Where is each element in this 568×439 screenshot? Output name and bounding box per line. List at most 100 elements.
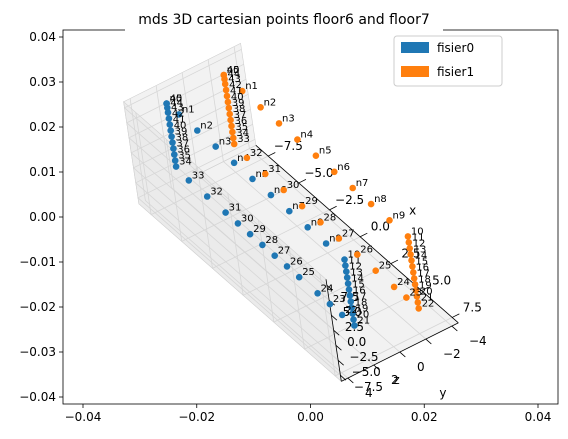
data-point [262, 170, 269, 178]
point-label: n8 [311, 217, 324, 228]
point-label: 19 [356, 304, 369, 315]
x-tick-label: −2.5 [335, 193, 364, 207]
grid-line-x [258, 220, 391, 323]
grid-lines [123, 46, 453, 379]
point-label: 24 [321, 283, 334, 294]
data-point [341, 256, 348, 263]
data-point [230, 140, 238, 148]
data-point [286, 207, 293, 215]
data-point [167, 127, 174, 134]
data-point [259, 241, 266, 249]
outer-ytick-label: 0.04 [29, 30, 56, 44]
legend-swatch [401, 66, 429, 77]
point-label: 33 [237, 134, 250, 145]
point-label: 39 [232, 98, 245, 109]
point-label: 31 [268, 164, 281, 175]
z-tick-label: 0.0 [347, 335, 366, 349]
z-tick-mark [337, 360, 344, 366]
point-label: 27 [342, 229, 355, 240]
point-label: 35 [235, 122, 248, 133]
y-axis-label: y [439, 386, 446, 400]
x-tick-label: −7.5 [274, 139, 303, 153]
x-tick-mark [390, 259, 399, 265]
z-tick-mark [335, 345, 342, 351]
title-background [125, 0, 443, 36]
point-label: 40 [231, 92, 244, 103]
point-label: 12 [349, 262, 362, 273]
point-label: 17 [417, 268, 430, 279]
point-label: 15 [415, 256, 428, 267]
data-point [225, 104, 233, 112]
point-label: 28 [265, 235, 278, 246]
point-label: 15 [352, 280, 365, 291]
point-label: 32 [210, 187, 223, 198]
point-label: n9 [393, 210, 406, 221]
point-label: n1 [182, 104, 195, 115]
legend-swatch [401, 42, 429, 53]
point-label: 43 [171, 103, 184, 114]
data-point [171, 157, 179, 164]
point-label: 17 [354, 292, 367, 303]
data-point [298, 202, 306, 210]
point-label: 21 [421, 292, 434, 303]
data-point [322, 240, 330, 247]
x-tick-mark [329, 205, 337, 211]
z-tick-label: −2.5 [349, 350, 378, 364]
data-point [409, 263, 416, 270]
grid-line-z [137, 138, 341, 376]
point-label: 20 [357, 310, 370, 321]
point-label: 26 [360, 245, 373, 256]
x-tick-mark [451, 313, 460, 318]
point-label: 14 [415, 250, 428, 261]
data-point [343, 268, 350, 275]
point-label: 45 [227, 65, 240, 76]
point-label: 41 [230, 86, 243, 97]
grid-line-x [288, 247, 422, 350]
data-point [229, 128, 236, 136]
x-tick-mark [267, 152, 276, 157]
point-label: n3 [219, 137, 232, 148]
point-label: n1 [245, 81, 258, 92]
point-label: n3 [282, 113, 295, 124]
point-label: 29 [253, 224, 266, 235]
data-point [224, 98, 232, 106]
point-label: n9 [329, 234, 342, 245]
grid-line-y [207, 59, 427, 340]
grid-line-z [134, 123, 339, 361]
data-point [295, 273, 303, 281]
data-point [304, 224, 312, 231]
outer-ytick-label: −0.01 [19, 255, 56, 269]
y-tick-mark [347, 377, 354, 384]
outer-ytick-label: 0.01 [29, 165, 56, 179]
point-label: 16 [416, 262, 429, 273]
data-point [317, 219, 324, 226]
data-point [408, 257, 415, 264]
grid-line-z [132, 108, 337, 346]
data-point [407, 251, 414, 258]
point-label: 34 [179, 157, 192, 168]
data-point [354, 251, 361, 258]
point-label: n5 [256, 169, 269, 180]
data-point [203, 193, 211, 200]
point-label: 19 [419, 280, 432, 291]
outer-ytick-label: −0.02 [19, 300, 56, 314]
data-point [226, 110, 233, 118]
point-label: 20 [420, 286, 433, 297]
data-point [405, 239, 413, 246]
point-label: 37 [234, 110, 247, 121]
data-point [172, 163, 180, 170]
data-point [168, 133, 175, 140]
y-tick-label: 0 [417, 360, 425, 374]
data-point [338, 311, 346, 319]
data-point [185, 177, 193, 184]
grid-line-x [166, 139, 299, 243]
z-tick-mark [333, 330, 340, 336]
grid-line-z [123, 48, 328, 286]
outer-ytick-label: −0.03 [19, 345, 56, 359]
outer-ytick-label: 0.03 [29, 75, 56, 89]
data-point [342, 262, 349, 269]
point-label: n4 [237, 153, 250, 164]
x-axis-label: x [409, 204, 416, 218]
data-point [220, 71, 228, 79]
